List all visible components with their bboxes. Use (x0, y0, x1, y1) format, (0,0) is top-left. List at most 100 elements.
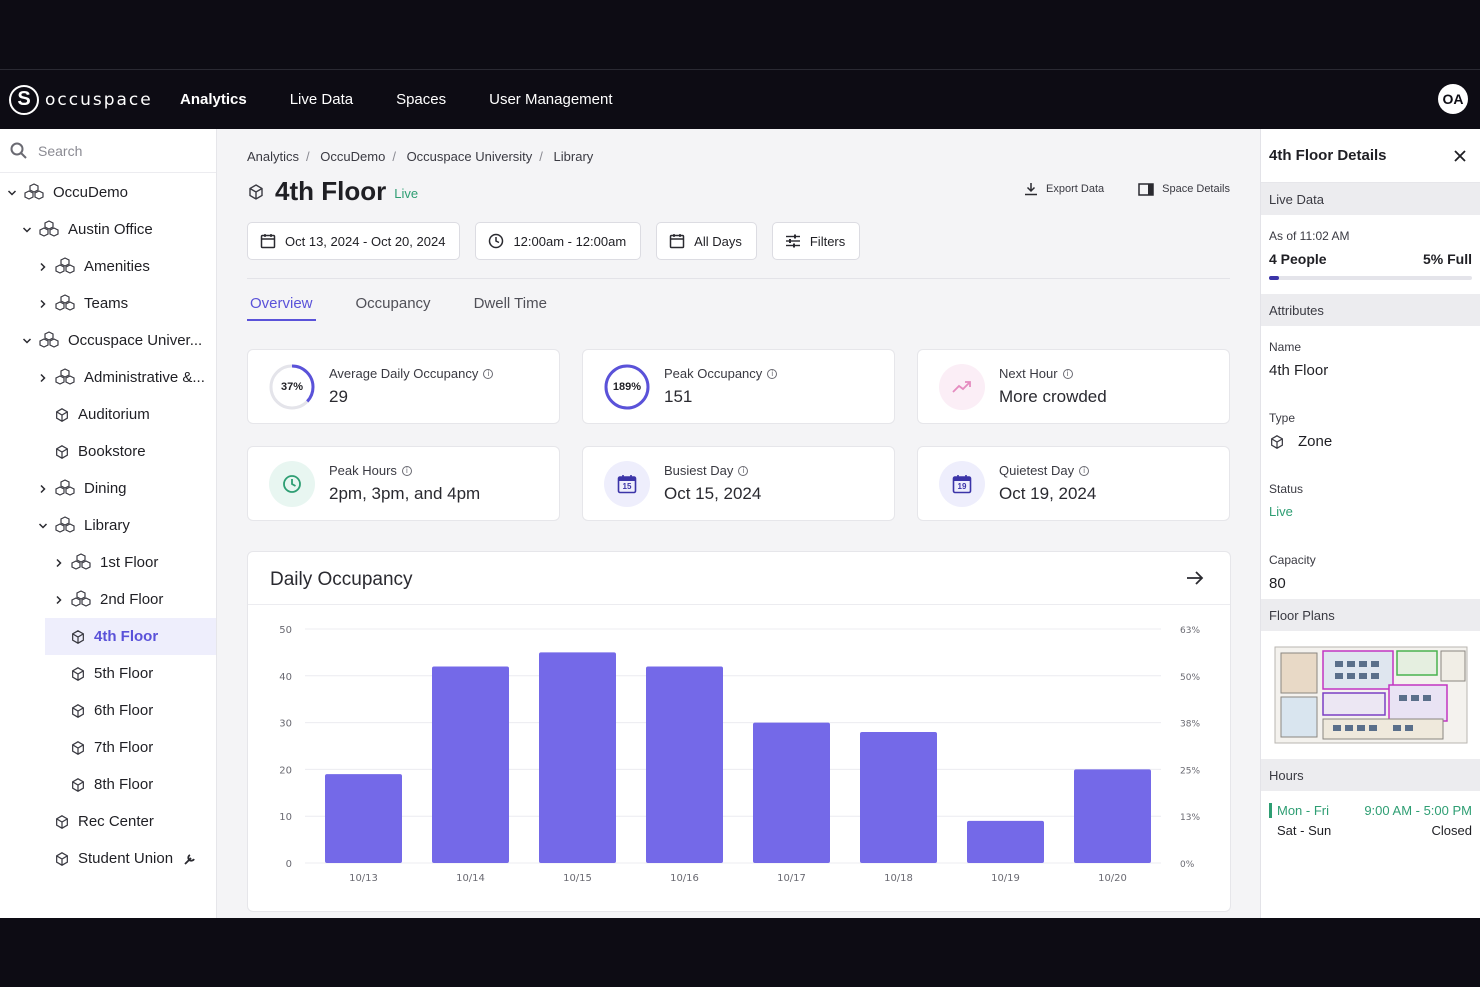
breadcrumb-university[interactable]: Occuspace University (406, 149, 533, 164)
info-icon[interactable]: i (738, 465, 749, 476)
sidebar-item-5th-floor[interactable]: 5th Floor (0, 655, 216, 692)
tab-occupancy[interactable]: Occupancy (355, 295, 431, 312)
bar (539, 652, 616, 863)
y2-tick-label: 25% (1180, 766, 1200, 776)
sidebar-item-amenities[interactable]: Amenities (0, 248, 216, 285)
info-icon[interactable]: i (1062, 368, 1073, 379)
chevron-right-icon[interactable] (36, 484, 50, 494)
hours-section: Hours (1261, 759, 1480, 791)
attributes-section: Attributes (1261, 294, 1480, 326)
busiest-day-card[interactable]: 15 Busiest Day i Oct 15, 2024 (582, 446, 895, 521)
sidebar-item-1st-floor[interactable]: 1st Floor (0, 544, 216, 581)
info-icon[interactable]: i (483, 368, 494, 379)
trending-up-icon (939, 363, 985, 410)
sidebar-item-label: Occuspace Univer... (68, 332, 203, 349)
space-details-button[interactable]: Space Details (1138, 182, 1230, 196)
sidebar-item-4th-floor[interactable]: 4th Floor (45, 618, 216, 655)
quietest-day-card[interactable]: 19 Quietest Day i Oct 19, 2024 (917, 446, 1230, 521)
breadcrumb-occudemo[interactable]: OccuDemo (320, 149, 386, 164)
sidebar-item-student-union[interactable]: Student Union (0, 840, 216, 877)
top-navbar: S occuspace Analytics Live Data Spaces U… (0, 70, 1480, 129)
search-input[interactable]: Search (38, 142, 83, 159)
brand-logo[interactable]: S occuspace (9, 84, 169, 115)
wrench-icon[interactable] (183, 852, 197, 866)
avg-occupancy-value: 29 (329, 387, 348, 406)
chevron-right-icon[interactable] (36, 262, 50, 272)
chevron-down-icon[interactable] (20, 336, 34, 346)
tab-dwell-time[interactable]: Dwell Time (473, 295, 547, 312)
name-value: 4th Floor (1269, 362, 1329, 379)
sidebar-item-8th-floor[interactable]: 8th Floor (0, 766, 216, 803)
sidebar-item-rec-center[interactable]: Rec Center (0, 803, 216, 840)
sidebar-item-occudemo[interactable]: OccuDemo (0, 174, 216, 211)
avatar[interactable]: OA (1438, 84, 1468, 114)
info-icon[interactable]: i (1079, 465, 1090, 476)
chevron-down-icon[interactable] (5, 188, 19, 198)
chevron-down-icon[interactable] (36, 521, 50, 531)
sidebar-item-administrative[interactable]: Administrative &... (0, 359, 216, 396)
sidebar-item-label: Student Union (78, 850, 174, 867)
close-icon[interactable] (1454, 149, 1466, 162)
info-icon[interactable]: i (401, 465, 412, 476)
sidebar-item-6th-floor[interactable]: 6th Floor (0, 692, 216, 729)
chevron-right-icon[interactable] (36, 299, 50, 309)
y2-tick-label: 50% (1180, 673, 1200, 683)
download-icon (1025, 183, 1038, 196)
sidebar-item-library[interactable]: Library (0, 507, 216, 544)
days-button[interactable]: All Days (656, 222, 757, 260)
peak-occupancy-card[interactable]: 189% Peak Occupancy i 151 (582, 349, 895, 424)
sidebar-item-label: Amenities (84, 258, 150, 275)
sidebar-item-label: 5th Floor (94, 665, 154, 682)
divider (247, 278, 1230, 279)
info-icon[interactable]: i (767, 368, 778, 379)
avg-occupancy-card[interactable]: 37% Average Daily Occupancy i 29 (247, 349, 560, 424)
breadcrumb-analytics[interactable]: Analytics (247, 149, 300, 164)
sidebar-item-occuspace-univer[interactable]: Occuspace Univer... (0, 322, 216, 359)
cube-icon (1271, 434, 1283, 449)
peak-occupancy-ring: 189% (604, 364, 650, 410)
sidebar-item-bookstore[interactable]: Bookstore (0, 433, 216, 470)
capacity-value: 80 (1269, 575, 1286, 592)
export-data-button[interactable]: Export Data (1024, 182, 1104, 196)
building-icon (54, 367, 76, 388)
peak-hours-value: 2pm, 3pm, and 4pm (329, 484, 481, 503)
tab-overview[interactable]: Overview (247, 295, 316, 321)
cube-icon (54, 814, 70, 830)
nav-spaces[interactable]: Spaces (396, 91, 447, 108)
search-box[interactable]: Search (0, 129, 216, 173)
y2-tick-label: 13% (1180, 813, 1200, 823)
date-range-button[interactable]: Oct 13, 2024 - Oct 20, 2024 (247, 222, 461, 260)
x-tick-label: 10/15 (563, 873, 592, 884)
next-hour-card[interactable]: Next Hour i More crowded (917, 349, 1230, 424)
filters-button[interactable]: Filters (771, 222, 861, 260)
arrow-right-icon[interactable] (1186, 570, 1204, 586)
sidebar-item-7th-floor[interactable]: 7th Floor (0, 729, 216, 766)
sidebar-item-teams[interactable]: Teams (0, 285, 216, 322)
sidebar-item-label: Dining (84, 480, 127, 497)
breadcrumb-library[interactable]: Library (553, 149, 594, 164)
chevron-right-icon[interactable] (52, 558, 66, 568)
nav-user-management[interactable]: User Management (489, 91, 613, 108)
chevron-down-icon[interactable] (20, 225, 34, 235)
time-range-button[interactable]: 12:00am - 12:00am (475, 222, 642, 260)
live-data-block: As of 11:02 AM 4 People 5% Full (1261, 215, 1480, 294)
daily-occupancy-card: Daily Occupancy 0 0% 10 13% 20 25% 30 38% 40 50% 5… (247, 551, 1231, 912)
peak-hours-card[interactable]: Peak Hours i 2pm, 3pm, and 4pm (247, 446, 560, 521)
x-tick-label: 10/13 (349, 873, 378, 884)
chevron-right-icon[interactable] (36, 373, 50, 383)
sidebar-item-dining[interactable]: Dining (0, 470, 216, 507)
hours-days: Mon - Fri (1269, 803, 1329, 818)
sidebar-item-2nd-floor[interactable]: 2nd Floor (0, 581, 216, 618)
nav-live-data[interactable]: Live Data (289, 91, 354, 108)
sidebar-item-auditorium[interactable]: Auditorium (0, 396, 216, 433)
calendar-icon: 15 (604, 460, 650, 507)
title-row: 4th Floor Live (247, 176, 418, 207)
chevron-right-icon[interactable] (52, 595, 66, 605)
y-tick-label: 20 (279, 765, 292, 776)
type-label: Type (1269, 411, 1296, 425)
floor-plan-thumbnail[interactable] (1261, 631, 1480, 759)
sidebar-item-austin-office[interactable]: Austin Office (0, 211, 216, 248)
nav-analytics[interactable]: Analytics (180, 91, 247, 108)
y-tick-label: 50 (279, 625, 292, 636)
sidebar-item-label: 1st Floor (100, 554, 159, 571)
